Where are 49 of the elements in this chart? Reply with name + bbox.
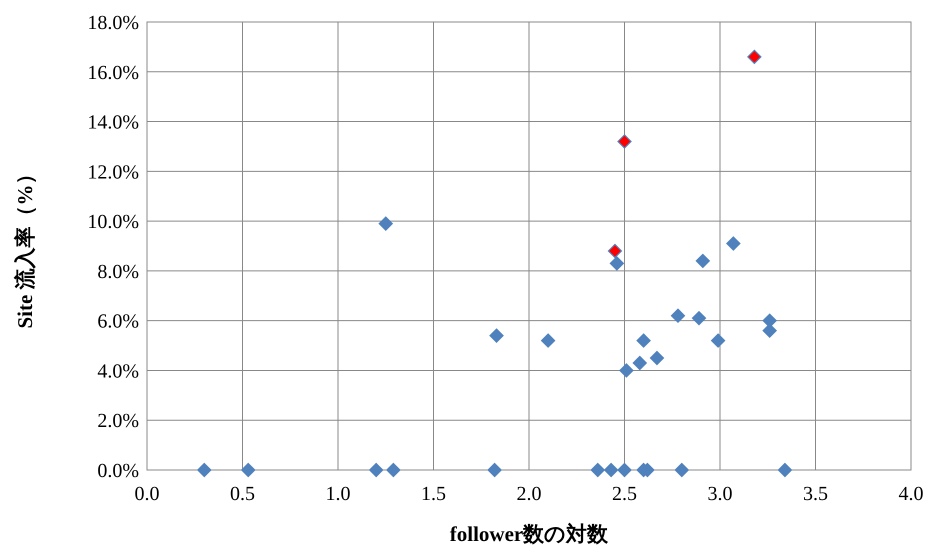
x-tick-label: 3.5 [803, 483, 828, 505]
point [617, 462, 632, 478]
point [619, 363, 634, 378]
point [632, 356, 647, 370]
point [747, 50, 762, 64]
point [610, 256, 624, 271]
y-tick-label: 8.0% [97, 260, 139, 283]
point [692, 311, 706, 326]
x-tick-label: 1.0 [326, 483, 350, 505]
point [617, 134, 632, 149]
x-tick-label: 2.0 [516, 483, 542, 505]
x-tick-label: 2.5 [612, 483, 637, 505]
point [604, 462, 618, 478]
x-tick-label: 3.0 [708, 483, 732, 505]
y-tick-label: 2.0% [97, 410, 139, 432]
point [386, 462, 400, 478]
x-tick-label: 0.5 [230, 483, 255, 505]
point [710, 333, 726, 348]
y-tick-label: 4.0% [97, 360, 139, 382]
point [488, 462, 502, 478]
point [241, 462, 256, 478]
y-tick-label: 18.0% [87, 12, 139, 34]
y-tick-label: 0.0% [97, 460, 139, 482]
x-tick-label: 4.0 [898, 483, 924, 505]
x-tick-label: 1.5 [421, 483, 446, 505]
point [650, 350, 664, 366]
point [696, 254, 710, 268]
y-axis-title: Site 流入率（%） [13, 163, 37, 329]
y-tick-label: 12.0% [87, 161, 139, 184]
point [726, 236, 740, 251]
point [636, 333, 651, 348]
point [608, 244, 622, 258]
point [369, 462, 384, 478]
point [378, 216, 393, 231]
point [541, 333, 556, 348]
point [670, 308, 686, 323]
point [590, 462, 605, 478]
y-tick-label: 16.0% [87, 62, 139, 84]
point [674, 462, 689, 478]
point [197, 462, 212, 478]
x-axis-title: follower数の対数 [450, 522, 610, 546]
x-tick-label: 0.0 [134, 483, 160, 505]
point [778, 462, 792, 478]
y-tick-label: 10.0% [87, 211, 139, 234]
point [762, 314, 777, 328]
point [489, 328, 504, 343]
point [762, 324, 777, 338]
y-tick-label: 6.0% [97, 310, 139, 333]
y-tick-label: 14.0% [87, 112, 139, 134]
